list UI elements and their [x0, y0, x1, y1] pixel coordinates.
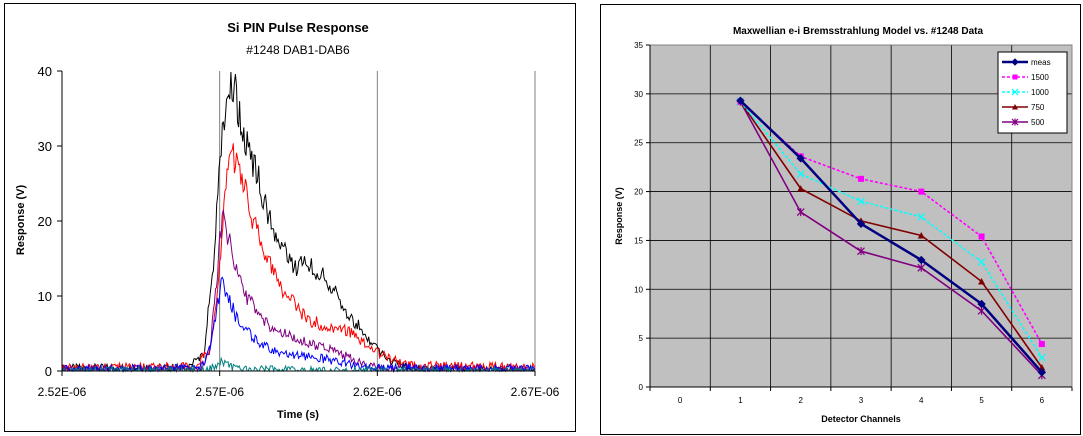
y-tick-label: 35 [634, 41, 643, 50]
bremsstrahlung-model-chart: Maxwellian e-i Bremsstrahlung Model vs. … [600, 4, 1081, 435]
data-point [917, 213, 926, 221]
y-tick-label: 5 [639, 334, 644, 343]
data-point [1011, 58, 1019, 66]
series-line [61, 143, 536, 372]
chart-subtitle: #1248 DAB1-DAB6 [246, 43, 350, 57]
data-point [978, 277, 986, 285]
series-line [739, 99, 1043, 374]
x-tick-label: 4 [919, 396, 924, 405]
data-point [1012, 74, 1018, 80]
y-tick-label: 40 [38, 64, 52, 79]
data-point [796, 154, 805, 163]
x-tick-label: 2.67E-06 [511, 385, 560, 399]
data-point [978, 233, 985, 240]
x-axis-label: Detector Channels [821, 414, 901, 424]
series-line [739, 101, 1043, 376]
y-tick-label: 10 [634, 285, 643, 294]
y-tick-label: 15 [634, 236, 643, 245]
data-point [857, 247, 865, 256]
x-tick-label: 2.57E-06 [195, 385, 244, 399]
y-tick-label: 20 [38, 214, 52, 229]
data-point [797, 185, 805, 192]
y-axis-label: Response (V) [614, 187, 624, 245]
x-tick-label: 1 [738, 396, 743, 405]
series-line [739, 101, 1043, 359]
y-tick-label: 20 [634, 188, 643, 197]
data-point [856, 219, 866, 229]
data-point [1011, 118, 1019, 126]
chart-title: Maxwellian e-i Bremsstrahlung Model vs. … [733, 26, 984, 37]
data-point [1012, 104, 1018, 110]
y-tick-label: 10 [38, 289, 52, 304]
pulse-response-chart: Si PIN Pulse Response #1248 DAB1-DAB6 Ti… [4, 3, 576, 432]
y-tick-label: 0 [45, 364, 52, 379]
legend-label: 500 [1031, 118, 1045, 127]
x-tick-label: 0 [678, 396, 683, 405]
data-point [736, 96, 745, 105]
x-tick-label: 3 [859, 396, 864, 405]
x-tick-label: 2.52E-06 [38, 385, 87, 399]
y-tick-label: 25 [634, 139, 643, 148]
data-point [1037, 368, 1047, 377]
legend-label: 750 [1031, 103, 1045, 112]
plot-axes: 0 5 10 15 20 25 30 35 0 1 2 3 4 5 6 [634, 41, 1073, 405]
chart-title: Si PIN Pulse Response [227, 20, 369, 35]
x-tick-label: 5 [979, 396, 984, 405]
y-axis-label: Response (V) [15, 185, 27, 256]
plot-grid [219, 71, 536, 371]
x-tick-label: 2.62E-06 [353, 385, 402, 399]
x-axis-label: Time (s) [277, 409, 319, 421]
data-point [917, 255, 926, 265]
y-tick-label: 30 [634, 90, 643, 99]
legend-label: meas [1031, 58, 1051, 67]
data-point [796, 170, 805, 178]
y-tick-label: 0 [639, 383, 644, 392]
y-tick-label: 30 [38, 139, 52, 154]
legend: meas 1500 1000 750 500 [997, 51, 1068, 134]
plot-axes: 2.52E-06 2.57E-06 2.62E-06 2.67E-06 0 10 20 30 4… [38, 64, 560, 399]
data-point [917, 232, 925, 239]
data-point [918, 188, 925, 195]
data-point [796, 208, 805, 217]
legend-label: 1000 [1031, 88, 1049, 97]
x-tick-label: 6 [1040, 396, 1045, 405]
series-line [61, 276, 536, 373]
data-point [1037, 353, 1046, 362]
legend-label: 1500 [1031, 73, 1049, 82]
data-point [1011, 88, 1019, 96]
chart-area-frame [4, 3, 576, 432]
data-point [857, 197, 865, 206]
x-tick-label: 2 [798, 396, 803, 405]
data-point [977, 299, 986, 309]
plot-series-group [736, 96, 1047, 380]
series-line [739, 101, 1043, 368]
data-point [858, 175, 864, 182]
data-point [977, 258, 986, 266]
data-point [917, 263, 926, 272]
data-point [1038, 341, 1045, 348]
